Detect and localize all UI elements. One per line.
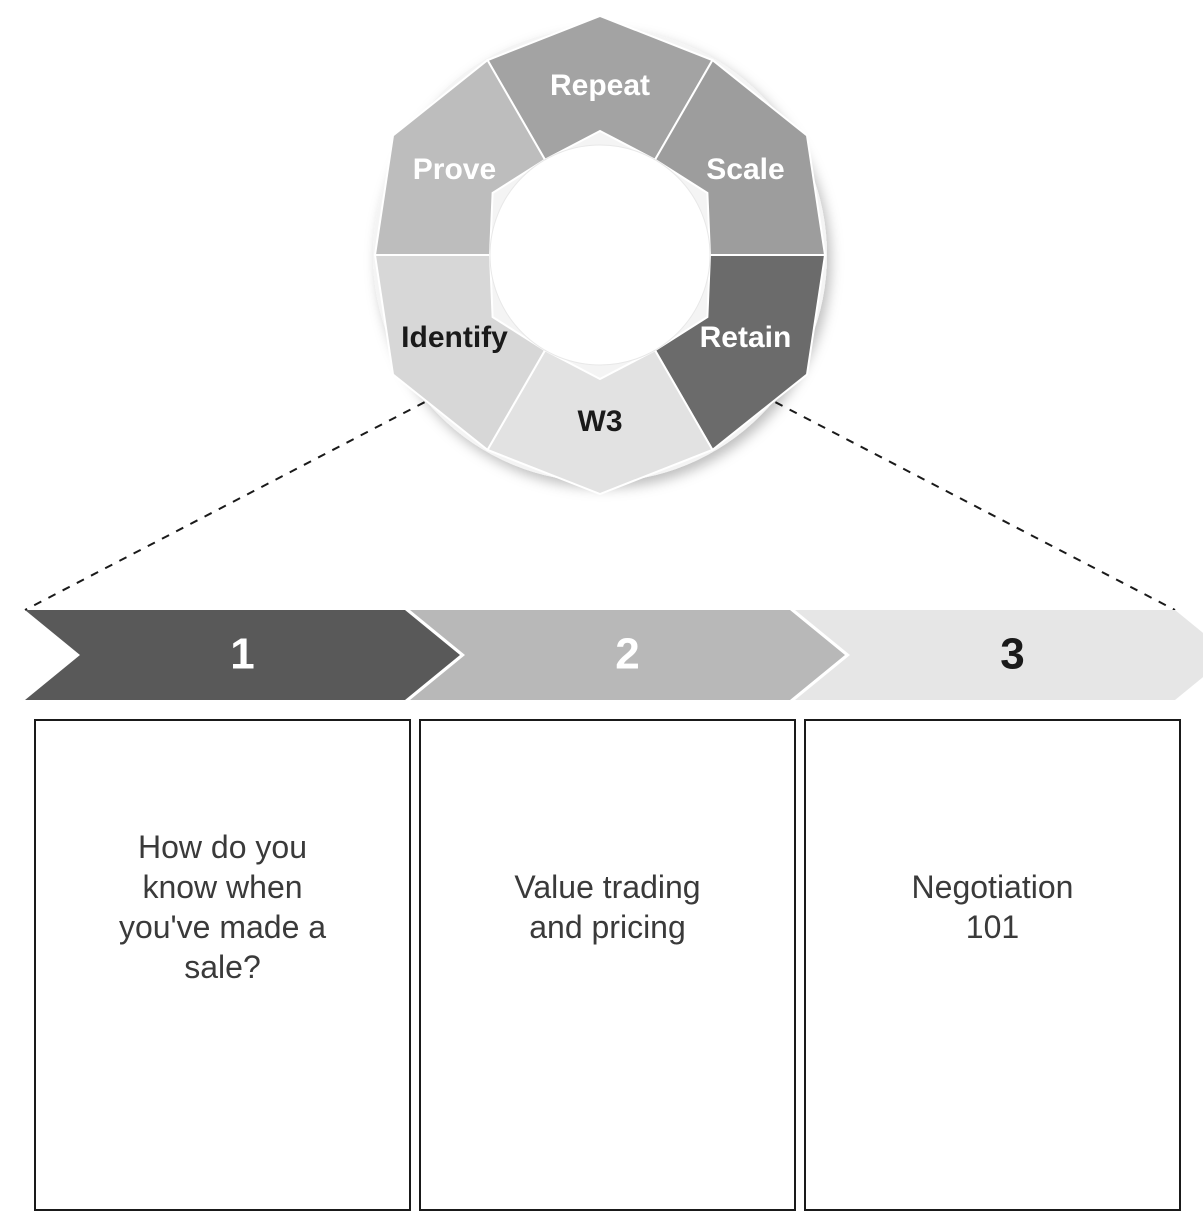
step-text-3: Negotiation101 bbox=[912, 869, 1074, 945]
donut-label-scale: Scale bbox=[706, 153, 784, 186]
step-arrow-3 bbox=[795, 610, 1203, 700]
donut-label-retain: Retain bbox=[700, 321, 792, 354]
diagram-root: Repeat Scale Retain W3 Identify Prove 1 How do… bbox=[0, 0, 1203, 1214]
donut-label-prove: Prove bbox=[413, 153, 496, 186]
step-box-2 bbox=[420, 720, 795, 1210]
callout-outer-left bbox=[25, 402, 425, 610]
step-text-1: How do youknow whenyou've made asale? bbox=[119, 829, 326, 985]
step-number-1: 1 bbox=[230, 630, 254, 679]
donut-label-w3: W3 bbox=[578, 405, 623, 438]
callout-outer-right bbox=[775, 402, 1175, 610]
donut-label-identify: Identify bbox=[401, 321, 508, 354]
donut-label-repeat: Repeat bbox=[550, 69, 650, 102]
diagram-svg: Repeat Scale Retain W3 Identify Prove 1 How do… bbox=[0, 0, 1203, 1214]
donut-chart: Repeat Scale Retain W3 Identify Prove bbox=[373, 16, 827, 494]
steps-row: 1 How do youknow whenyou've made asale? 2 V… bbox=[25, 610, 1203, 1210]
step-text-2: Value tradingand pricing bbox=[514, 869, 700, 945]
step-box-3 bbox=[805, 720, 1180, 1210]
step-number-3: 3 bbox=[1000, 630, 1024, 679]
step-number-2: 2 bbox=[615, 630, 639, 679]
